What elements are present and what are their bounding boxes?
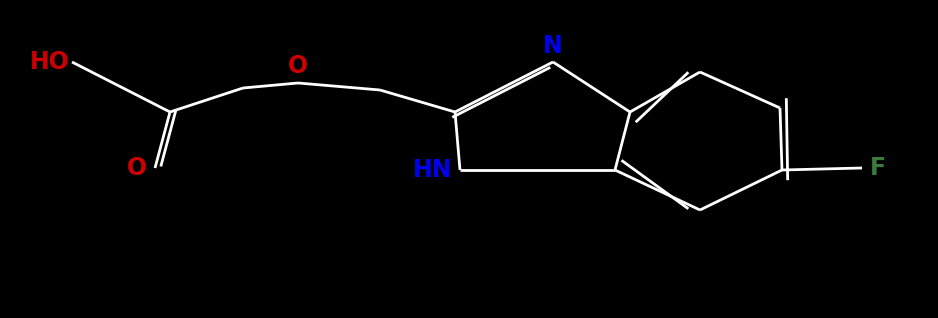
Text: HN: HN xyxy=(413,158,452,182)
Text: N: N xyxy=(543,34,563,58)
Text: O: O xyxy=(288,54,308,78)
Text: HO: HO xyxy=(30,50,70,74)
Text: O: O xyxy=(127,156,147,180)
Text: F: F xyxy=(870,156,886,180)
